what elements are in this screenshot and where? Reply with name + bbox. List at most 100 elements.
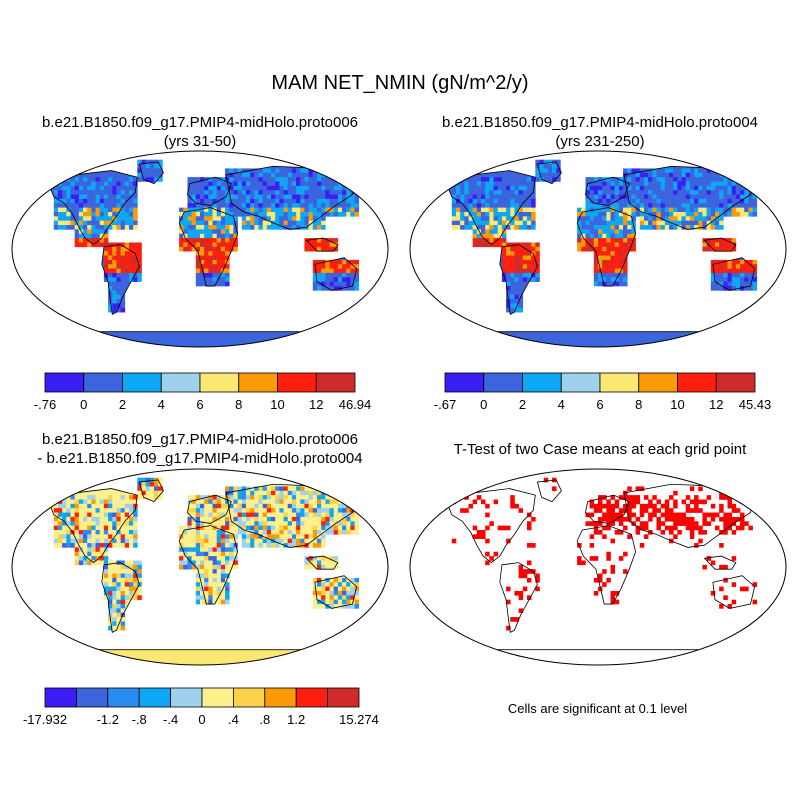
- grid-cell: [631, 495, 636, 500]
- grid-cell: [714, 198, 720, 204]
- grid-cell: [593, 268, 599, 274]
- grid-cell: [577, 207, 582, 213]
- grid-cell: [200, 573, 205, 579]
- grid-cell: [694, 207, 699, 213]
- grid-cell: [83, 198, 88, 204]
- grid-cell: [250, 220, 255, 226]
- grid-cell: [112, 599, 117, 605]
- grid-cell: [141, 159, 146, 165]
- grid-cell: [187, 207, 192, 213]
- grid-cell: [291, 543, 297, 548]
- grid-cell: [304, 211, 309, 217]
- grid-cell: [124, 251, 130, 256]
- grid-cell: [229, 190, 234, 195]
- grid-cell: [598, 242, 603, 248]
- grid-cell: [731, 194, 737, 200]
- grid-cell: [627, 207, 632, 213]
- grid-cell: [518, 194, 524, 200]
- grid-cell: [112, 303, 117, 309]
- grid-cell: [78, 521, 84, 526]
- grid-cell: [610, 216, 616, 221]
- grid-cell: [735, 277, 741, 282]
- grid-cell: [241, 194, 247, 200]
- grid-cell: [304, 203, 309, 208]
- grid-cell: [685, 495, 691, 500]
- grid-cell: [262, 499, 268, 505]
- grid-cell: [606, 516, 611, 522]
- grid-cell: [195, 229, 201, 235]
- grid-cell: [593, 521, 599, 526]
- colorbar-tick-label: .8: [259, 712, 270, 727]
- colorbar-tick-label: 4: [158, 397, 165, 412]
- grid-cell: [99, 529, 105, 535]
- grid-cell: [191, 529, 197, 535]
- grid-cell: [526, 543, 532, 548]
- grid-cell: [346, 604, 351, 609]
- grid-cell: [673, 216, 678, 221]
- grid-cell: [635, 207, 641, 213]
- panel-title-bottom-left-line1: b.e21.B1850.f09_g17.PMIP4-midHolo.proto0…: [41, 431, 359, 448]
- grid-cell: [191, 233, 197, 239]
- grid-cell: [731, 246, 737, 252]
- grid-cell: [602, 268, 607, 274]
- grid-cell: [208, 268, 213, 274]
- grid-cell: [673, 225, 678, 230]
- grid-cell: [62, 198, 67, 204]
- grid-cell: [262, 495, 268, 500]
- grid-cell: [535, 164, 540, 169]
- grid-cell: [87, 521, 92, 526]
- grid-cell: [714, 225, 720, 230]
- grid-cell: [83, 185, 88, 191]
- grid-cell: [304, 503, 309, 509]
- grid-cell: [99, 521, 105, 526]
- grid-cell: [216, 551, 222, 557]
- grid-cell: [664, 172, 670, 178]
- grid-cell: [112, 181, 117, 187]
- grid-cell: [354, 499, 360, 505]
- grid-cell: [112, 264, 117, 269]
- grid-cell: [271, 198, 276, 204]
- grid-cell: [740, 277, 745, 282]
- grid-cell: [283, 490, 289, 496]
- grid-cell: [702, 529, 707, 535]
- grid-cell: [200, 238, 205, 243]
- grid-cell: [220, 516, 226, 522]
- grid-cell: [685, 220, 691, 226]
- grid-cell: [350, 168, 355, 174]
- grid-cell: [112, 503, 117, 509]
- grid-cell: [350, 272, 355, 278]
- grid-cell: [614, 264, 620, 269]
- grid-cell: [78, 499, 84, 505]
- grid-cell: [312, 590, 318, 596]
- grid-cell: [598, 255, 603, 261]
- grid-cell: [308, 508, 314, 513]
- grid-cell: [333, 595, 339, 600]
- grid-cell: [74, 499, 80, 505]
- grid-cell: [698, 220, 703, 226]
- grid-cell: [128, 534, 134, 539]
- grid-cell: [66, 198, 71, 204]
- grid-cell: [321, 516, 326, 522]
- grid-cell: [321, 190, 326, 195]
- grid-cell: [266, 490, 272, 496]
- grid-cell: [237, 198, 243, 204]
- grid-cell: [740, 272, 745, 278]
- grid-cell: [258, 534, 263, 539]
- grid-cell: [204, 194, 209, 200]
- grid-cell: [191, 185, 197, 191]
- grid-cell: [200, 177, 205, 182]
- grid-cell: [623, 277, 628, 282]
- grid-cell: [91, 216, 96, 221]
- grid-cell: [66, 181, 71, 187]
- grid-cell: [287, 521, 293, 526]
- grid-cell: [220, 508, 226, 513]
- grid-cell: [287, 503, 293, 509]
- grid-cell: [154, 495, 159, 500]
- grid-cell: [735, 198, 741, 204]
- grid-cell: [128, 220, 134, 226]
- grid-cell: [279, 486, 284, 492]
- grid-cell: [195, 503, 201, 509]
- grid-cell: [321, 495, 326, 500]
- grid-cell: [78, 194, 84, 200]
- grid-cell: [103, 251, 109, 256]
